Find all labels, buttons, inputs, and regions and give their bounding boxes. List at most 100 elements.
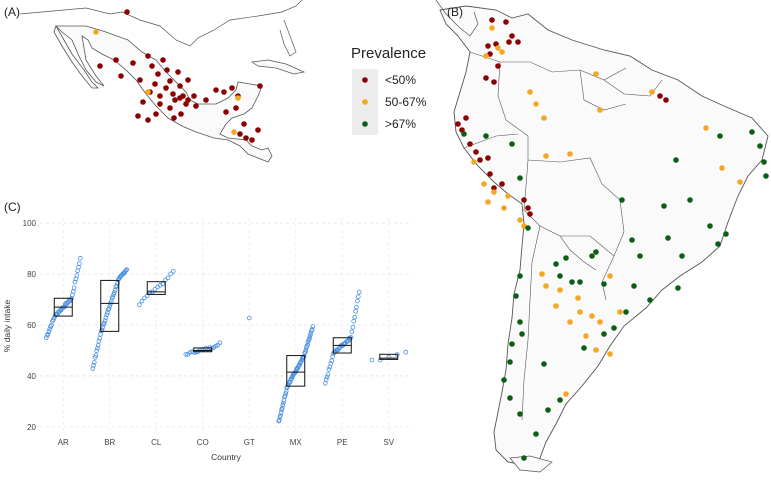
map-b-point-high — [517, 319, 523, 325]
map-b-point-mid — [553, 303, 559, 309]
data-point — [93, 353, 99, 358]
map-b-point-low — [491, 79, 497, 85]
map-b-point-mid — [481, 181, 487, 187]
data-point — [105, 307, 111, 312]
legend-label-mid: 50-67% — [385, 95, 427, 109]
map-a-point-low — [167, 78, 173, 84]
map-b-points — [455, 17, 769, 461]
data-point — [278, 413, 283, 418]
panel-label-a: (A) — [4, 5, 20, 19]
data-point — [102, 320, 107, 326]
map-b-point-mid — [527, 89, 533, 95]
data-point — [104, 312, 109, 318]
data-point — [324, 374, 330, 380]
data-point — [351, 318, 357, 324]
y-tick-label: 60 — [27, 321, 36, 330]
data-point — [142, 295, 147, 301]
data-point — [280, 402, 286, 408]
data-point — [47, 326, 52, 332]
map-a-land-mexico — [55, 25, 273, 163]
map-b-point-high — [507, 395, 513, 401]
map-a-point-low — [255, 127, 261, 133]
legend-item: <50% — [352, 69, 416, 91]
map-b-point-high — [763, 173, 769, 179]
panel-label-c: (C) — [4, 200, 21, 214]
y-tick-label: 80 — [27, 270, 36, 279]
data-point — [107, 303, 113, 309]
map-b-point-mid — [541, 115, 547, 121]
map-a-point-low — [152, 81, 158, 87]
map-b-point-mid — [597, 107, 603, 113]
boxes — [53, 279, 399, 387]
map-b-central-america — [435, 0, 479, 37]
data-point — [303, 347, 309, 353]
data-point — [308, 332, 313, 338]
map-b-point-low — [487, 171, 493, 177]
map-b-point-high — [569, 279, 575, 285]
data-point — [282, 393, 288, 399]
x-tick-label: AR — [58, 438, 69, 447]
map-a-point-low — [170, 91, 176, 97]
map-b-point-mid — [567, 319, 573, 325]
data-point — [46, 329, 52, 334]
y-axis-title: % daily intake — [2, 300, 12, 353]
map-b-point-low — [506, 39, 512, 45]
map-b-point-high — [673, 157, 679, 163]
map-b-point-high — [517, 273, 523, 279]
data-point — [328, 361, 334, 366]
map-b-point-high — [629, 237, 635, 243]
map-b-point-high — [509, 141, 515, 147]
map-b-point-mid — [543, 153, 549, 159]
map-b-point-high — [757, 143, 763, 149]
map-a-point-low — [249, 137, 255, 143]
map-b-point-high — [513, 293, 519, 299]
data-point — [92, 355, 98, 360]
data-point — [137, 302, 142, 308]
data-point — [352, 314, 358, 320]
map-b-point-high — [707, 223, 713, 229]
map-a-point-low — [177, 83, 183, 89]
map-b-point-mid — [737, 179, 743, 185]
map-b-point-high — [601, 281, 607, 287]
map-a-point-low — [137, 77, 143, 83]
map-a-land-cuba — [251, 59, 306, 75]
map-b-point-mid — [495, 45, 501, 51]
data-point — [103, 315, 109, 321]
data-point — [290, 374, 295, 380]
map-a-point-low — [155, 71, 161, 77]
map-b-point-mid — [719, 165, 725, 171]
map-b-point-mid — [703, 125, 709, 131]
data-point — [355, 298, 360, 304]
map-b-tierra-del-fuego — [509, 455, 553, 473]
map-a-land-baja — [53, 25, 99, 89]
legend-item: 50-67% — [352, 91, 427, 113]
y-tick-label: 40 — [27, 372, 36, 381]
map-b-point-low — [657, 93, 663, 99]
data-point — [96, 338, 102, 344]
map-a-point-low — [185, 77, 191, 83]
map-b-point-high — [517, 175, 523, 181]
data-point — [326, 367, 332, 372]
map-b-point-low — [489, 17, 495, 23]
map-b-point-mid — [501, 205, 507, 211]
map-a-point-low — [171, 115, 177, 121]
map-a-coastline-usa — [19, 0, 303, 47]
data-point — [247, 315, 252, 321]
x-axis-title: Country — [211, 452, 242, 462]
map-b-point-high — [589, 253, 595, 259]
map-b-point-low — [515, 39, 521, 45]
boxplot-chart: 20 40 60 80 100 AR BR CL CO GT MX PE SV Country % d… — [2, 218, 412, 462]
map-a-point-low — [130, 60, 136, 66]
data-point — [112, 290, 117, 295]
map-b-point-high — [461, 131, 467, 137]
map-a-point-low — [157, 93, 163, 99]
map-b-point-high — [501, 377, 507, 383]
data-point — [95, 342, 101, 348]
map-b-point-mid — [471, 159, 477, 165]
data-point — [139, 298, 145, 304]
legend-title: Prevalence — [351, 45, 426, 62]
data-point — [183, 352, 189, 357]
data-point — [77, 261, 82, 266]
legend-item: >67% — [352, 113, 416, 135]
map-b-point-mid — [505, 193, 511, 199]
